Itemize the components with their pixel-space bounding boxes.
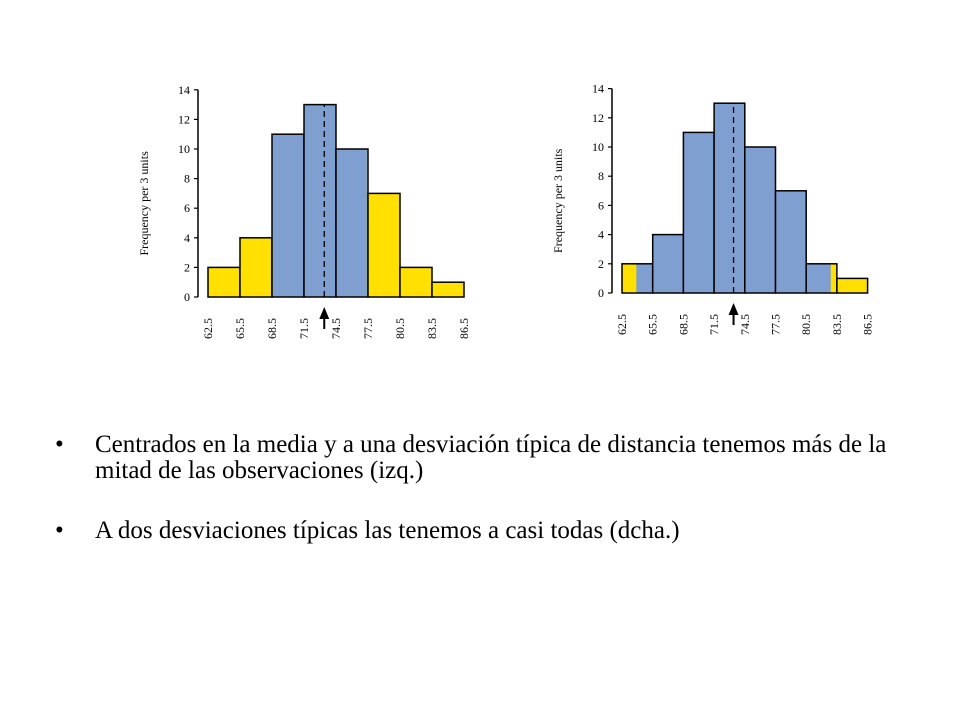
y-tick-label: 2 [184, 260, 190, 274]
y-tick-label: 0 [184, 290, 190, 304]
x-tick-label: 71.5 [707, 314, 721, 335]
x-tick-label: 83.5 [830, 314, 844, 335]
bar-2 [239, 237, 273, 298]
y-tick-label: 8 [184, 172, 190, 186]
x-tick-label: 77.5 [361, 318, 375, 339]
y-tick-label: 6 [184, 201, 190, 215]
bullet-item-1: • Centrados en la media y a una desviaci… [55, 432, 915, 484]
y-tick-label: 4 [184, 231, 190, 245]
bullet-symbol: • [55, 431, 64, 458]
x-tick-label: 77.5 [769, 314, 783, 335]
bar-inside-fill [775, 190, 807, 293]
bar-outline [836, 277, 869, 294]
bar-inside-fill [744, 147, 776, 293]
bar-6 [774, 190, 807, 294]
x-tick-label: 62.5 [201, 318, 215, 339]
y-axis-label: Frequency per 3 units [137, 151, 151, 256]
x-tick-label: 62.5 [615, 314, 629, 335]
bar-8 [431, 281, 465, 298]
x-tick-label: 74.5 [738, 314, 752, 335]
bar-4 [303, 103, 337, 298]
bar-1 [207, 266, 241, 298]
x-tick-label: 86.5 [861, 314, 875, 335]
bar-outside-fill [368, 193, 400, 297]
bullet-item-2: • A dos desviaciones típicas las tenemos… [55, 518, 915, 544]
y-tick-label: 12 [592, 111, 604, 125]
bar-5 [335, 148, 369, 298]
bar-outside-fill [208, 267, 240, 297]
y-axis-label: Frequency per 3 units [551, 148, 565, 253]
bar-3 [271, 133, 305, 298]
x-tick-label: 80.5 [799, 314, 813, 335]
x-tick-label: 71.5 [297, 318, 311, 339]
bar-outline [431, 281, 465, 298]
bullet-text: A dos desviaciones típicas las tenemos a… [95, 517, 680, 544]
bar-inside-fill [806, 263, 831, 293]
y-tick-label: 14 [178, 83, 190, 97]
x-tick-label: 65.5 [646, 314, 660, 335]
bar-1 [621, 263, 654, 294]
bar-outline [367, 192, 401, 298]
x-tick-label: 68.5 [265, 318, 279, 339]
histogram-left: 0 2 4 6 8 10 12 14 Frequency per 3 units 62.5 65.5… [137, 83, 471, 339]
bar-outside-fill [400, 267, 432, 297]
bar-4 [713, 102, 746, 294]
bar-7 [805, 263, 838, 294]
bullet-list: • Centrados en la media y a una desviaci… [55, 432, 915, 578]
bar-outside-fill [432, 282, 464, 297]
bar-inside-fill [304, 104, 336, 297]
histogram-right: 0 2 4 6 8 10 12 14 Frequency per 3 units 62.5 65.5… [551, 82, 875, 335]
y-tick-label: 0 [598, 286, 604, 300]
mean-arrow-head [728, 303, 739, 315]
bar-inside-fill [272, 134, 304, 297]
y-tick-label: 14 [592, 82, 604, 96]
bar-6 [367, 192, 401, 298]
y-tick-label: 2 [598, 257, 604, 271]
bar-3 [682, 131, 715, 294]
bar-2 [651, 233, 685, 294]
y-tick-label: 10 [178, 142, 190, 156]
x-tick-label: 65.5 [233, 318, 247, 339]
y-tick-label: 8 [598, 169, 604, 183]
x-tick-label: 74.5 [329, 318, 343, 339]
bar-7 [399, 266, 433, 298]
y-tick-label: 12 [178, 112, 190, 126]
bar-5 [744, 146, 777, 294]
y-tick-label: 4 [598, 228, 604, 242]
bar-inside-fill [652, 234, 684, 293]
bullet-symbol: • [55, 517, 64, 544]
x-tick-label: 83.5 [425, 318, 439, 339]
bar-8 [836, 277, 869, 294]
x-tick-label: 68.5 [676, 314, 690, 335]
bar-inside-fill [683, 132, 715, 293]
bar-inside-fill [636, 263, 653, 293]
y-tick-label: 10 [592, 140, 604, 154]
y-tick-label: 6 [598, 198, 604, 212]
bar-outside-fill [836, 278, 868, 293]
bar-outside-fill [240, 237, 272, 297]
x-tick-label: 86.5 [457, 318, 471, 339]
bar-inside-fill [714, 103, 745, 293]
bar-outline [774, 190, 807, 294]
bar-inside-fill [336, 149, 367, 297]
x-tick-label: 80.5 [393, 318, 407, 339]
bullet-text: Centrados en la media y a una desviación… [95, 431, 887, 484]
mean-arrow-head [319, 307, 330, 319]
